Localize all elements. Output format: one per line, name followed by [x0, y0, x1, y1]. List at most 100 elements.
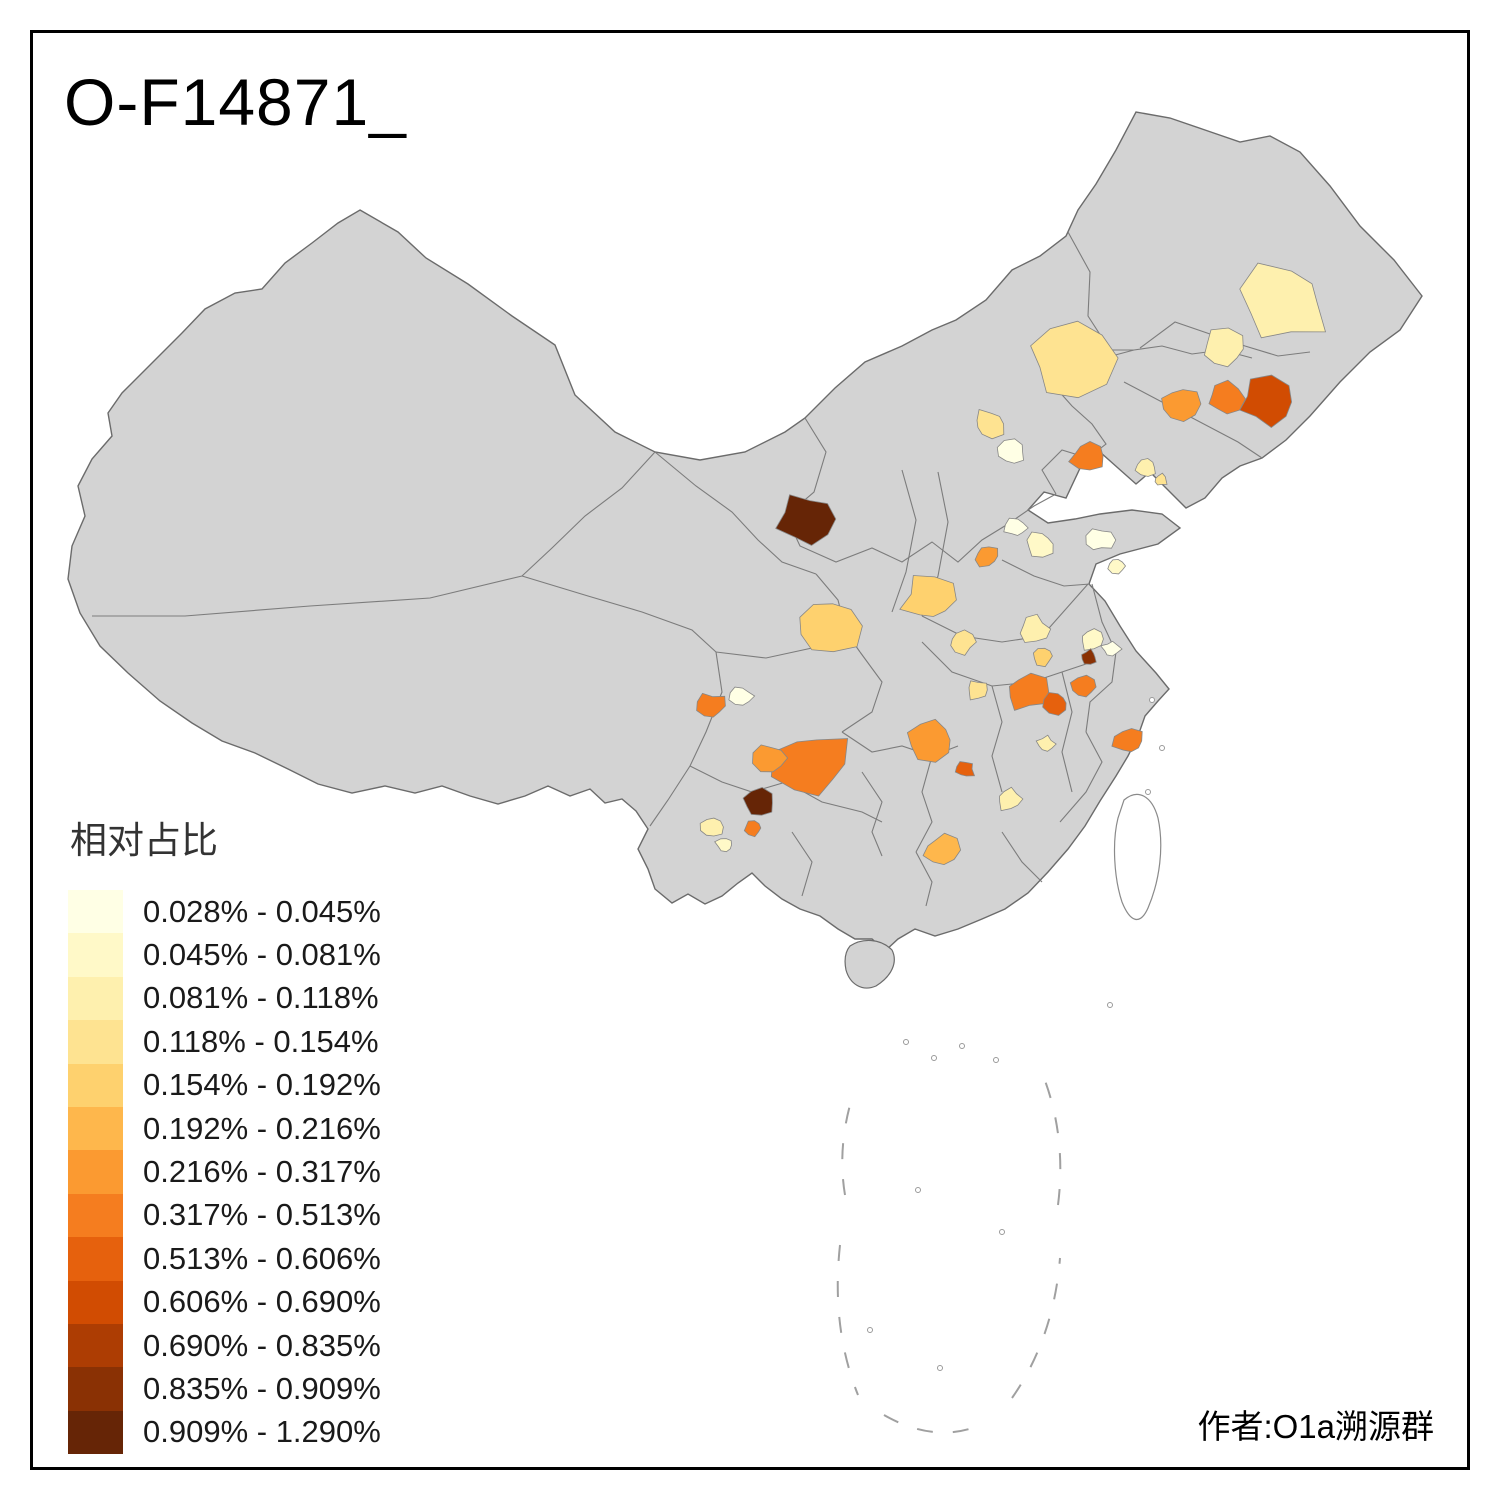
map-region [1035, 734, 1057, 752]
legend-label: 0.690% - 0.835% [143, 1327, 381, 1363]
map-region [1003, 517, 1029, 536]
map-region [1008, 672, 1050, 711]
legend-item: 0.513% - 0.606% [68, 1237, 381, 1281]
legend-swatch [68, 933, 123, 977]
map-region [696, 692, 726, 718]
legend-swatch [68, 976, 123, 1021]
legend: 相对占比 0.028% - 0.045% 0.045% - 0.081% 0.081… [68, 810, 381, 1455]
map-region [1107, 559, 1127, 575]
map-region [775, 494, 837, 546]
map-region [714, 838, 732, 853]
legend-swatch [68, 1237, 123, 1281]
map-region [1161, 389, 1202, 423]
map-region [974, 546, 999, 568]
legend-swatch [68, 1063, 123, 1107]
hainan-island [844, 939, 895, 989]
nine-dash-line [1011, 1257, 1061, 1399]
map-region [1239, 262, 1327, 339]
legend-swatch [68, 1150, 123, 1194]
map-region [899, 575, 957, 617]
island-dot [937, 1365, 943, 1371]
legend-label: 0.909% - 1.290% [143, 1414, 381, 1450]
legend-label: 0.192% - 0.216% [143, 1110, 381, 1146]
legend-item: 0.909% - 1.290% [68, 1410, 381, 1455]
map-region [1030, 320, 1119, 399]
map-region [728, 686, 756, 706]
map-region [1068, 441, 1104, 471]
legend-item: 0.028% - 0.045% [68, 890, 381, 934]
nine-dash-line [1043, 1077, 1062, 1206]
legend-swatch [68, 1410, 123, 1455]
legend-item: 0.216% - 0.317% [68, 1150, 381, 1194]
attribution: 作者:O1a溯源群 [1197, 1408, 1434, 1445]
map-region [1069, 674, 1097, 698]
map-region [742, 787, 773, 816]
legend-swatch [68, 1106, 123, 1151]
legend-label: 0.216% - 0.317% [143, 1154, 381, 1190]
island-dot [959, 1043, 965, 1049]
map-region [922, 832, 962, 866]
island-dot [931, 1055, 937, 1061]
legend-item: 0.081% - 0.118% [68, 976, 381, 1021]
map-region [1085, 528, 1117, 551]
legend-swatch [68, 1020, 123, 1064]
nine-dash-line [883, 1414, 979, 1434]
legend-title: 相对占比 [70, 820, 218, 861]
map-region [752, 744, 789, 773]
map-region [968, 680, 988, 701]
legend-swatch [68, 1193, 123, 1238]
island-dot [903, 1039, 909, 1045]
map-region [1042, 692, 1067, 716]
map-region [799, 603, 863, 653]
map-region [954, 761, 976, 777]
map-region [1134, 458, 1156, 477]
map-region [1081, 648, 1097, 665]
map-region [999, 786, 1024, 812]
map-region [1082, 628, 1104, 651]
south-china-sea-features [836, 697, 1165, 1434]
map-region [906, 718, 951, 763]
map-region [1239, 374, 1293, 428]
map-region [996, 438, 1024, 464]
legend-label: 0.317% - 0.513% [143, 1197, 381, 1233]
island-dot [867, 1327, 873, 1333]
legend-label: 0.045% - 0.081% [143, 937, 381, 973]
legend-item: 0.192% - 0.216% [68, 1106, 381, 1151]
island-dot [1149, 697, 1155, 703]
island-dot [1145, 789, 1151, 795]
legend-item: 0.118% - 0.154% [68, 1020, 381, 1064]
legend-label: 0.028% - 0.045% [143, 893, 381, 929]
figure-title: O-F14871_ [64, 65, 407, 139]
island-dot [915, 1187, 921, 1193]
map-regions-layer [696, 262, 1327, 866]
legend-item: 0.317% - 0.513% [68, 1193, 381, 1238]
legend-label: 0.118% - 0.154% [143, 1023, 379, 1059]
map-region [1099, 640, 1123, 657]
map-region [699, 817, 724, 837]
legend-swatch [68, 1323, 123, 1368]
island-dot [1107, 1002, 1113, 1008]
legend-item: 0.690% - 0.835% [68, 1323, 381, 1368]
island-dot [1159, 745, 1165, 751]
legend-item: 0.835% - 0.909% [68, 1367, 381, 1411]
legend-items: 0.028% - 0.045% 0.045% - 0.081% 0.081% - 0… [68, 890, 381, 1455]
map-region [1154, 472, 1168, 486]
map-region [1203, 327, 1244, 368]
map-region [1019, 613, 1052, 643]
legend-swatch [68, 1367, 123, 1411]
map-region [976, 408, 1005, 440]
map-region [1032, 647, 1053, 668]
map-region [1208, 379, 1246, 415]
map-region [1026, 531, 1054, 558]
nine-dash-line [841, 1104, 851, 1196]
nine-dash-line [836, 1244, 859, 1396]
legend-item: 0.045% - 0.081% [68, 933, 381, 977]
legend-swatch [68, 890, 123, 934]
legend-item: 0.606% - 0.690% [68, 1280, 381, 1324]
legend-swatch [68, 1280, 123, 1324]
island-dot [993, 1057, 999, 1063]
map-region [950, 629, 977, 656]
legend-label: 0.835% - 0.909% [143, 1370, 381, 1406]
legend-label: 0.513% - 0.606% [143, 1240, 381, 1276]
